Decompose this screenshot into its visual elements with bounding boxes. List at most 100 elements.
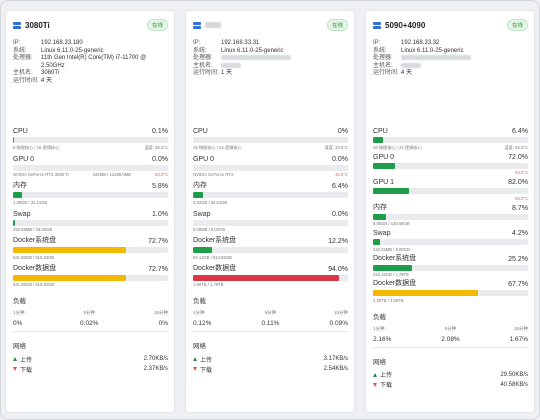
metric-bar-fill: [373, 137, 383, 143]
upload-row: 上传 3.17KB/s: [193, 355, 348, 364]
metric-detail: NVIDIA GeForce RTX 3080 Ti 162MB / 12288.…: [13, 172, 168, 177]
metric-swap: Swap 4.2% 342.25MB / 8.00GB: [373, 228, 528, 252]
metric-bar-fill: [13, 192, 22, 198]
metric-header: CPU 6.4%: [373, 126, 528, 135]
metric-detail: 415.15GB / 1.79TB: [373, 272, 528, 277]
metrics-list: CPU 0.1% 8 物理核心 / 16 逻辑核心 温度: 35.0°C GPU 0 0.…: [13, 126, 168, 287]
load-2: 15分钟 0%: [154, 310, 168, 327]
metric-bar-fill: [193, 192, 203, 198]
load-1: 5分钟 0.02%: [80, 310, 98, 327]
info-value: 192.168.33.180: [41, 40, 83, 46]
upload-label: 上传: [380, 373, 393, 379]
download-row: 下载 40.58KB/s: [373, 381, 528, 389]
info-value: [401, 62, 528, 71]
load-label: 1分钟: [193, 310, 205, 315]
info-row: 系统: Linux 6.11.0-25-generic: [373, 48, 528, 56]
metric-bar: [13, 137, 168, 143]
metric-detail: 292.59MB / 29.80GB: [13, 227, 168, 232]
metric-swap: Swap 0.0% 0.00MB / 8.00GB: [193, 209, 348, 232]
info-value: 11th Gen Intel(R) Core(TM) i7-11700 @ 2.…: [41, 55, 147, 69]
metric-docker数据盘: Docker数据盘 94.0% 1.60TB / 1.79TB: [193, 264, 348, 287]
metric-bar-fill: [373, 264, 413, 271]
metric-detail: NVIDIA GeForce RTX 31.0°C: [193, 172, 348, 177]
info-key: 运行时间:: [373, 70, 399, 77]
metric-header: CPU 0%: [193, 126, 348, 135]
metric-label: GPU 1: [373, 179, 395, 186]
server-icon: [193, 21, 201, 29]
metric-bar-fill: [13, 219, 15, 226]
metric-detail-left: 631.98GB / 915.82GB: [13, 282, 55, 287]
metric-detail-left: 0.00MB / 8.00GB: [193, 227, 226, 232]
server-icon: [13, 21, 21, 29]
upload-arrow-icon: [373, 372, 377, 377]
metric-内存: 内存 5.8% 1.36GB / 31.21GB: [13, 181, 168, 205]
load-0: 1分钟 0%: [13, 310, 25, 327]
metric-header: GPU 1 82.0%: [373, 177, 528, 186]
metric-header: Docker数据盘 67.7%: [373, 279, 528, 288]
metric-docker系统盘: Docker系统盘 25.2% 415.15GB / 1.79TB: [373, 254, 528, 277]
network-title: 网络: [193, 343, 206, 350]
load-value: 0%: [158, 320, 168, 327]
metric-detail-left: 2.30TB / 3.58TB: [373, 297, 404, 303]
metric-bar: [193, 192, 348, 198]
metric-bar-fill: [193, 274, 339, 281]
info-row: IP: 192.168.33.31: [193, 40, 348, 48]
metric-detail-left: 8 物理核心 / 16 逻辑核心: [13, 144, 60, 150]
metric-label: CPU: [373, 128, 388, 135]
metric-bar-fill: [373, 239, 380, 245]
download-arrow-icon: [193, 367, 197, 371]
load-label: 5分钟: [264, 310, 277, 315]
metric-label: 内存: [13, 182, 27, 189]
metric-bar: [373, 162, 528, 169]
load-value: 0%: [13, 320, 23, 327]
info-row: IP: 192.168.33.180: [13, 40, 168, 48]
card-header: 5090+4090 在线: [373, 18, 528, 32]
metric-label: CPU: [13, 128, 28, 135]
info-key: 主机名:: [13, 70, 33, 76]
server-card: 5090+4090 在线 IP: 192.168.33.32 系统: Linux 6.…: [365, 10, 535, 413]
load-value: 0.02%: [80, 320, 99, 327]
metric-detail: 631.98GB / 915.82GB: [13, 255, 168, 260]
metric-value: 6.4%: [332, 183, 348, 190]
info-row: 主机名: 3080Ti: [13, 70, 168, 78]
metric-bar: [193, 137, 348, 143]
metric-docker数据盘: Docker数据盘 72.7% 631.98GB / 915.82GB: [13, 264, 168, 287]
info-key: 运行时间:: [193, 70, 219, 77]
metric-detail-left: 415.15GB / 1.79TB: [373, 272, 409, 277]
load-2: 15分钟 0.09%: [330, 310, 348, 327]
info-row: IP: 192.168.33.32: [373, 40, 528, 48]
metric-detail: 55.0°C: [373, 196, 528, 201]
metric-value: 0.0%: [152, 155, 168, 163]
redacted-value: [221, 62, 241, 68]
metric-detail-left: 9.85GB / 125.56GB: [373, 221, 410, 226]
load-value: 0.11%: [261, 320, 280, 327]
upload-row: 上传 2.70KB/s: [13, 355, 168, 364]
load-value: 2.16%: [373, 335, 392, 343]
metric-label: GPU 0: [373, 153, 395, 161]
metric-bar: [193, 274, 348, 281]
metric-cpu: CPU 0% 16 物理核心 / 24 逻辑核心 温度: 33.0°C: [193, 126, 348, 150]
metric-label: Docker数据盘: [13, 264, 57, 272]
info-value: Linux 6.11.0-25-generic: [401, 47, 464, 54]
info-value: [221, 55, 348, 63]
info-value: 1 天: [221, 70, 233, 77]
load-value: 0.12%: [193, 320, 212, 327]
metric-header: Swap 0.0%: [193, 209, 348, 218]
card-hostname: 5090+4090: [385, 20, 426, 30]
upload-label: 上传: [200, 357, 213, 364]
metric-detail: 631.98GB / 915.82GB: [13, 282, 168, 287]
info-row: 运行时间: 4 天: [373, 70, 528, 78]
info-key: 运行时间:: [13, 77, 39, 84]
metric-detail-left: NVIDIA GeForce RTX 3080 Ti: [13, 172, 69, 177]
metric-gpu-0: GPU 0 0.0% NVIDIA GeForce RTX 31.0°C: [193, 154, 348, 177]
metric-bar-fill: [13, 247, 126, 253]
metric-内存: 内存 8.7% 9.85GB / 125.56GB: [373, 203, 528, 226]
metric-docker数据盘: Docker数据盘 67.7% 2.30TB / 3.58TB: [373, 279, 528, 303]
system-info: IP: 192.168.33.32 系统: Linux 6.11.0-25-gener…: [373, 40, 528, 126]
load-title: 负载: [373, 313, 386, 321]
metric-bar-fill: [373, 290, 478, 296]
metric-detail-right: 31.0°C: [335, 172, 348, 177]
metric-bar: [373, 213, 528, 220]
info-key: IP:: [193, 40, 201, 46]
metric-value: 67.7%: [508, 281, 528, 288]
